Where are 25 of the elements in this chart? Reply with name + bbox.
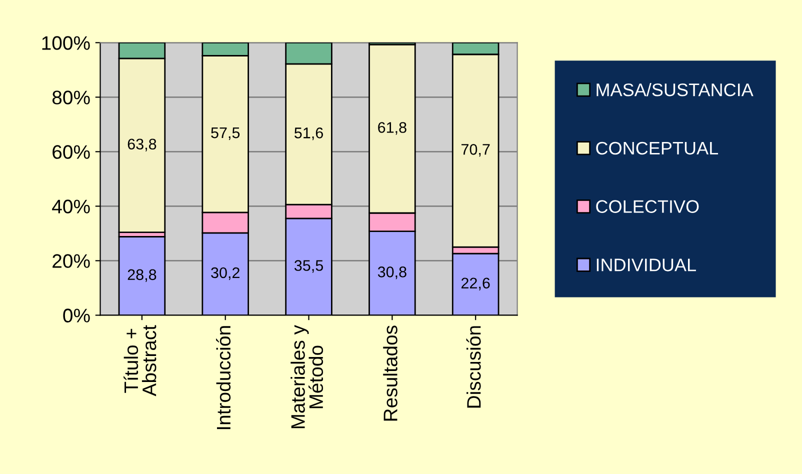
data-label: 30,2 — [211, 267, 240, 280]
data-label: 30,8 — [378, 266, 406, 280]
x-tick-label: Introducción — [216, 326, 231, 430]
y-tick-label: 60% — [52, 145, 90, 159]
y-tick-label: 40% — [52, 200, 90, 214]
x-tick-label: Materiales y Método — [290, 324, 324, 428]
data-label: 63,8 — [128, 138, 156, 152]
x-tick-label: Discusión — [466, 326, 481, 408]
data-label: 22,6 — [461, 278, 490, 290]
x-tick-label: Resultados — [383, 326, 398, 421]
y-tick-label: 100% — [42, 36, 90, 50]
y-tick-label: 80% — [52, 90, 90, 104]
data-label: 51,6 — [294, 128, 323, 140]
legend-label: MASA/SUSTANCIA — [596, 82, 754, 96]
data-label: 35,5 — [294, 260, 323, 273]
y-tick-label: 20% — [52, 254, 90, 268]
legend-label: INDIVIDUAL — [596, 258, 696, 272]
data-label: 57,5 — [211, 128, 240, 140]
y-tick-label: 0% — [63, 308, 90, 322]
data-label: 61,8 — [378, 122, 406, 135]
data-label: 70,7 — [462, 144, 490, 157]
legend-label: COLECTIVO — [596, 200, 699, 213]
x-tick-label: Título + Abstract — [124, 325, 156, 396]
legend-label: CONCEPTUAL — [596, 142, 718, 155]
data-label: 28,8 — [128, 269, 156, 282]
